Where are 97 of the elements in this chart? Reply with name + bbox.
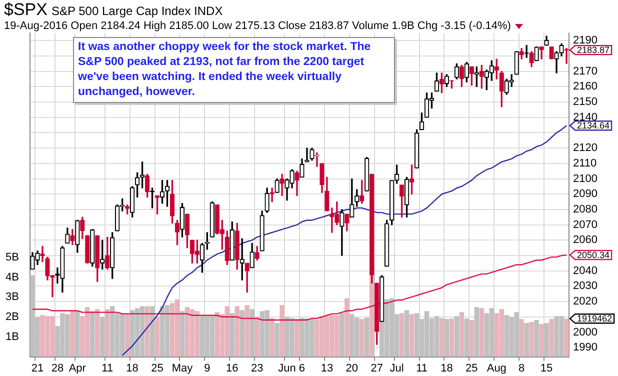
bar [100,317,105,357]
bar [439,318,444,357]
bar [250,309,254,357]
x-tick-label: 23 [250,362,264,374]
y2-tick-label: 2B [6,311,19,324]
x-tick-label: 6 [298,362,306,374]
x-tick-label: 11 [416,362,428,374]
bar [70,311,75,357]
data-label: 2050.34 [577,250,610,260]
y-tick-label: 2020 [573,296,598,308]
x-tick-label: Jul [390,362,404,374]
text: 2183.87 [577,45,610,56]
x-tick-label: 8 [518,362,525,374]
x-tick-label: Aug [486,362,506,374]
x-tick-label: Apr [68,362,86,374]
annotation: It was another choppy week for the stock market. The S&P 500 peaked at 2193, not far from the 2200 target we've been watching. It ended the week virtually unchanged, however. [73,37,395,103]
bar [469,320,474,357]
x-tick-label: 13 [320,362,334,374]
bar [549,319,554,357]
x-tick-label: 27 [370,362,383,374]
x-tick-label: 16 [226,362,238,374]
x-tick-label: 20 [346,362,358,374]
bar [544,323,549,357]
bar [444,319,450,357]
y-tick-label: 2090 [573,188,598,200]
x-tick-label: 21 [31,362,44,374]
bar [180,311,185,357]
y-tick-label: 1990 [573,342,598,354]
bar [360,319,364,357]
bar [464,318,470,357]
y-tick-label: 2150 [573,96,598,108]
x-tick-label: 15 [540,362,553,374]
bar [539,324,544,357]
bar [75,311,80,357]
bar [519,319,524,357]
candlestick [304,148,310,162]
x-tick-label: 11 [102,362,114,374]
data-label: 2134.64 [577,120,610,131]
y-tick-label: 2060 [573,234,598,246]
y2-tick-label: 5B [6,252,19,264]
bar [294,319,300,357]
x-tick-label: 9 [204,362,210,374]
bar [254,317,260,357]
bar [474,307,480,357]
bar [454,316,460,357]
bar [404,310,410,357]
bar [564,318,569,357]
bar [90,311,95,357]
y2-tick-label: 1B [6,330,19,343]
x-tick-label: 28 [51,362,64,374]
bar [234,306,240,357]
bar [534,320,539,357]
y-tick-label: 2110 [573,157,597,170]
x-tick-label: 18 [126,362,138,374]
y-tick-label: 2160 [573,80,598,93]
y-tick-label: 2040 [573,264,598,277]
bar [270,318,274,357]
y-tick-label: 2080 [573,204,598,216]
bar [529,322,534,357]
bar [124,314,130,357]
y-tick-label: 2100 [573,172,598,185]
bar [274,323,280,357]
y2-tick-label: 4B [6,271,19,284]
bar [280,305,284,357]
bar [95,309,100,357]
x-tick-label: 18 [440,362,453,374]
bar [479,308,484,357]
x-tick-label: May [172,362,194,374]
bar [230,313,234,357]
y-tick-label: 2070 [573,218,598,231]
text: 1919462 [577,314,612,324]
bar [449,318,454,357]
x-tick-label: 25 [466,362,478,374]
text: 19-Aug-2016 Open 2184.24 High 2185.00 Low 2175.13 Close 2183.87 Volume 1.9B Chg -3.15 (-0.14%) [4,20,511,32]
bar [524,323,529,357]
y-tick-label: 2190 [573,34,598,47]
y-tick-label: 2030 [573,280,598,292]
candlestick [280,174,284,196]
bar [244,305,250,357]
chart-subtitle: S&P 500 Large Cap Index INDX [51,4,223,18]
bar [409,314,414,357]
x-tick-label: 25 [151,362,164,374]
bar [104,309,110,357]
bar [240,310,244,357]
x-tick-label: Jun [278,362,296,374]
y-tick-label: 2000 [573,326,598,338]
bar [399,313,404,357]
bar [364,318,370,357]
bar [344,298,350,357]
y2-tick-label: 3B [6,291,19,304]
y-tick-label: 2120 [573,142,598,154]
y-tick-label: 2140 [573,111,598,124]
bar [459,312,464,357]
bar [154,317,160,357]
y-tick-label: 2170 [573,65,598,78]
chart-title: $SPX [4,0,48,19]
bar [340,313,344,357]
